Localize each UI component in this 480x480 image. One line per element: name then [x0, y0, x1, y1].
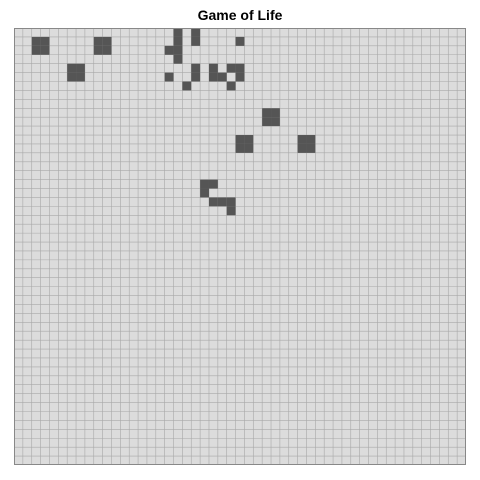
board-background: [14, 28, 466, 465]
live-cell[interactable]: [226, 81, 236, 91]
life-board[interactable]: [14, 28, 466, 465]
live-cell[interactable]: [235, 63, 245, 73]
live-cell[interactable]: [262, 117, 272, 127]
live-cell[interactable]: [164, 72, 174, 82]
page-title: Game of Life: [197, 7, 283, 23]
live-cell[interactable]: [235, 36, 245, 46]
live-cell[interactable]: [67, 63, 77, 73]
live-cell[interactable]: [67, 72, 77, 82]
live-cell[interactable]: [306, 143, 316, 153]
live-cell[interactable]: [173, 54, 183, 64]
live-cell[interactable]: [164, 45, 174, 55]
live-cell[interactable]: [200, 179, 209, 189]
live-cell[interactable]: [244, 135, 254, 144]
live-cell[interactable]: [271, 117, 280, 127]
live-cell[interactable]: [173, 28, 183, 37]
live-cell[interactable]: [297, 143, 307, 153]
live-cell[interactable]: [226, 206, 236, 216]
live-cell[interactable]: [173, 45, 183, 55]
live-cell[interactable]: [217, 72, 227, 82]
live-cell[interactable]: [262, 108, 272, 118]
live-cell[interactable]: [191, 72, 201, 82]
live-cell[interactable]: [244, 143, 254, 153]
live-cell[interactable]: [173, 36, 183, 46]
live-cell[interactable]: [31, 36, 41, 46]
live-cell[interactable]: [31, 45, 41, 55]
live-cell[interactable]: [191, 63, 201, 73]
live-cell[interactable]: [102, 36, 112, 46]
live-cell[interactable]: [297, 135, 307, 144]
live-cell[interactable]: [76, 63, 85, 73]
live-cell[interactable]: [208, 197, 218, 207]
live-cell[interactable]: [306, 135, 316, 144]
live-cell[interactable]: [208, 72, 218, 82]
live-cell[interactable]: [235, 72, 245, 82]
live-cell[interactable]: [226, 63, 236, 73]
live-cell[interactable]: [182, 81, 192, 91]
live-cell[interactable]: [208, 63, 218, 73]
live-cell[interactable]: [191, 36, 201, 46]
live-cells[interactable]: [31, 28, 316, 216]
board-border: [14, 28, 466, 465]
live-cell[interactable]: [76, 72, 85, 82]
live-cell[interactable]: [271, 108, 280, 118]
live-cell[interactable]: [235, 143, 245, 153]
live-cell[interactable]: [40, 45, 50, 55]
live-cell[interactable]: [208, 179, 218, 189]
grid-lines: [14, 28, 466, 465]
live-cell[interactable]: [40, 36, 50, 46]
live-cell[interactable]: [93, 45, 103, 55]
live-cell[interactable]: [226, 197, 236, 207]
live-cell[interactable]: [191, 28, 201, 37]
live-cell[interactable]: [93, 36, 103, 46]
live-cell[interactable]: [217, 197, 227, 207]
live-cell[interactable]: [102, 45, 112, 55]
live-cell[interactable]: [200, 188, 209, 198]
live-cell[interactable]: [235, 135, 245, 144]
